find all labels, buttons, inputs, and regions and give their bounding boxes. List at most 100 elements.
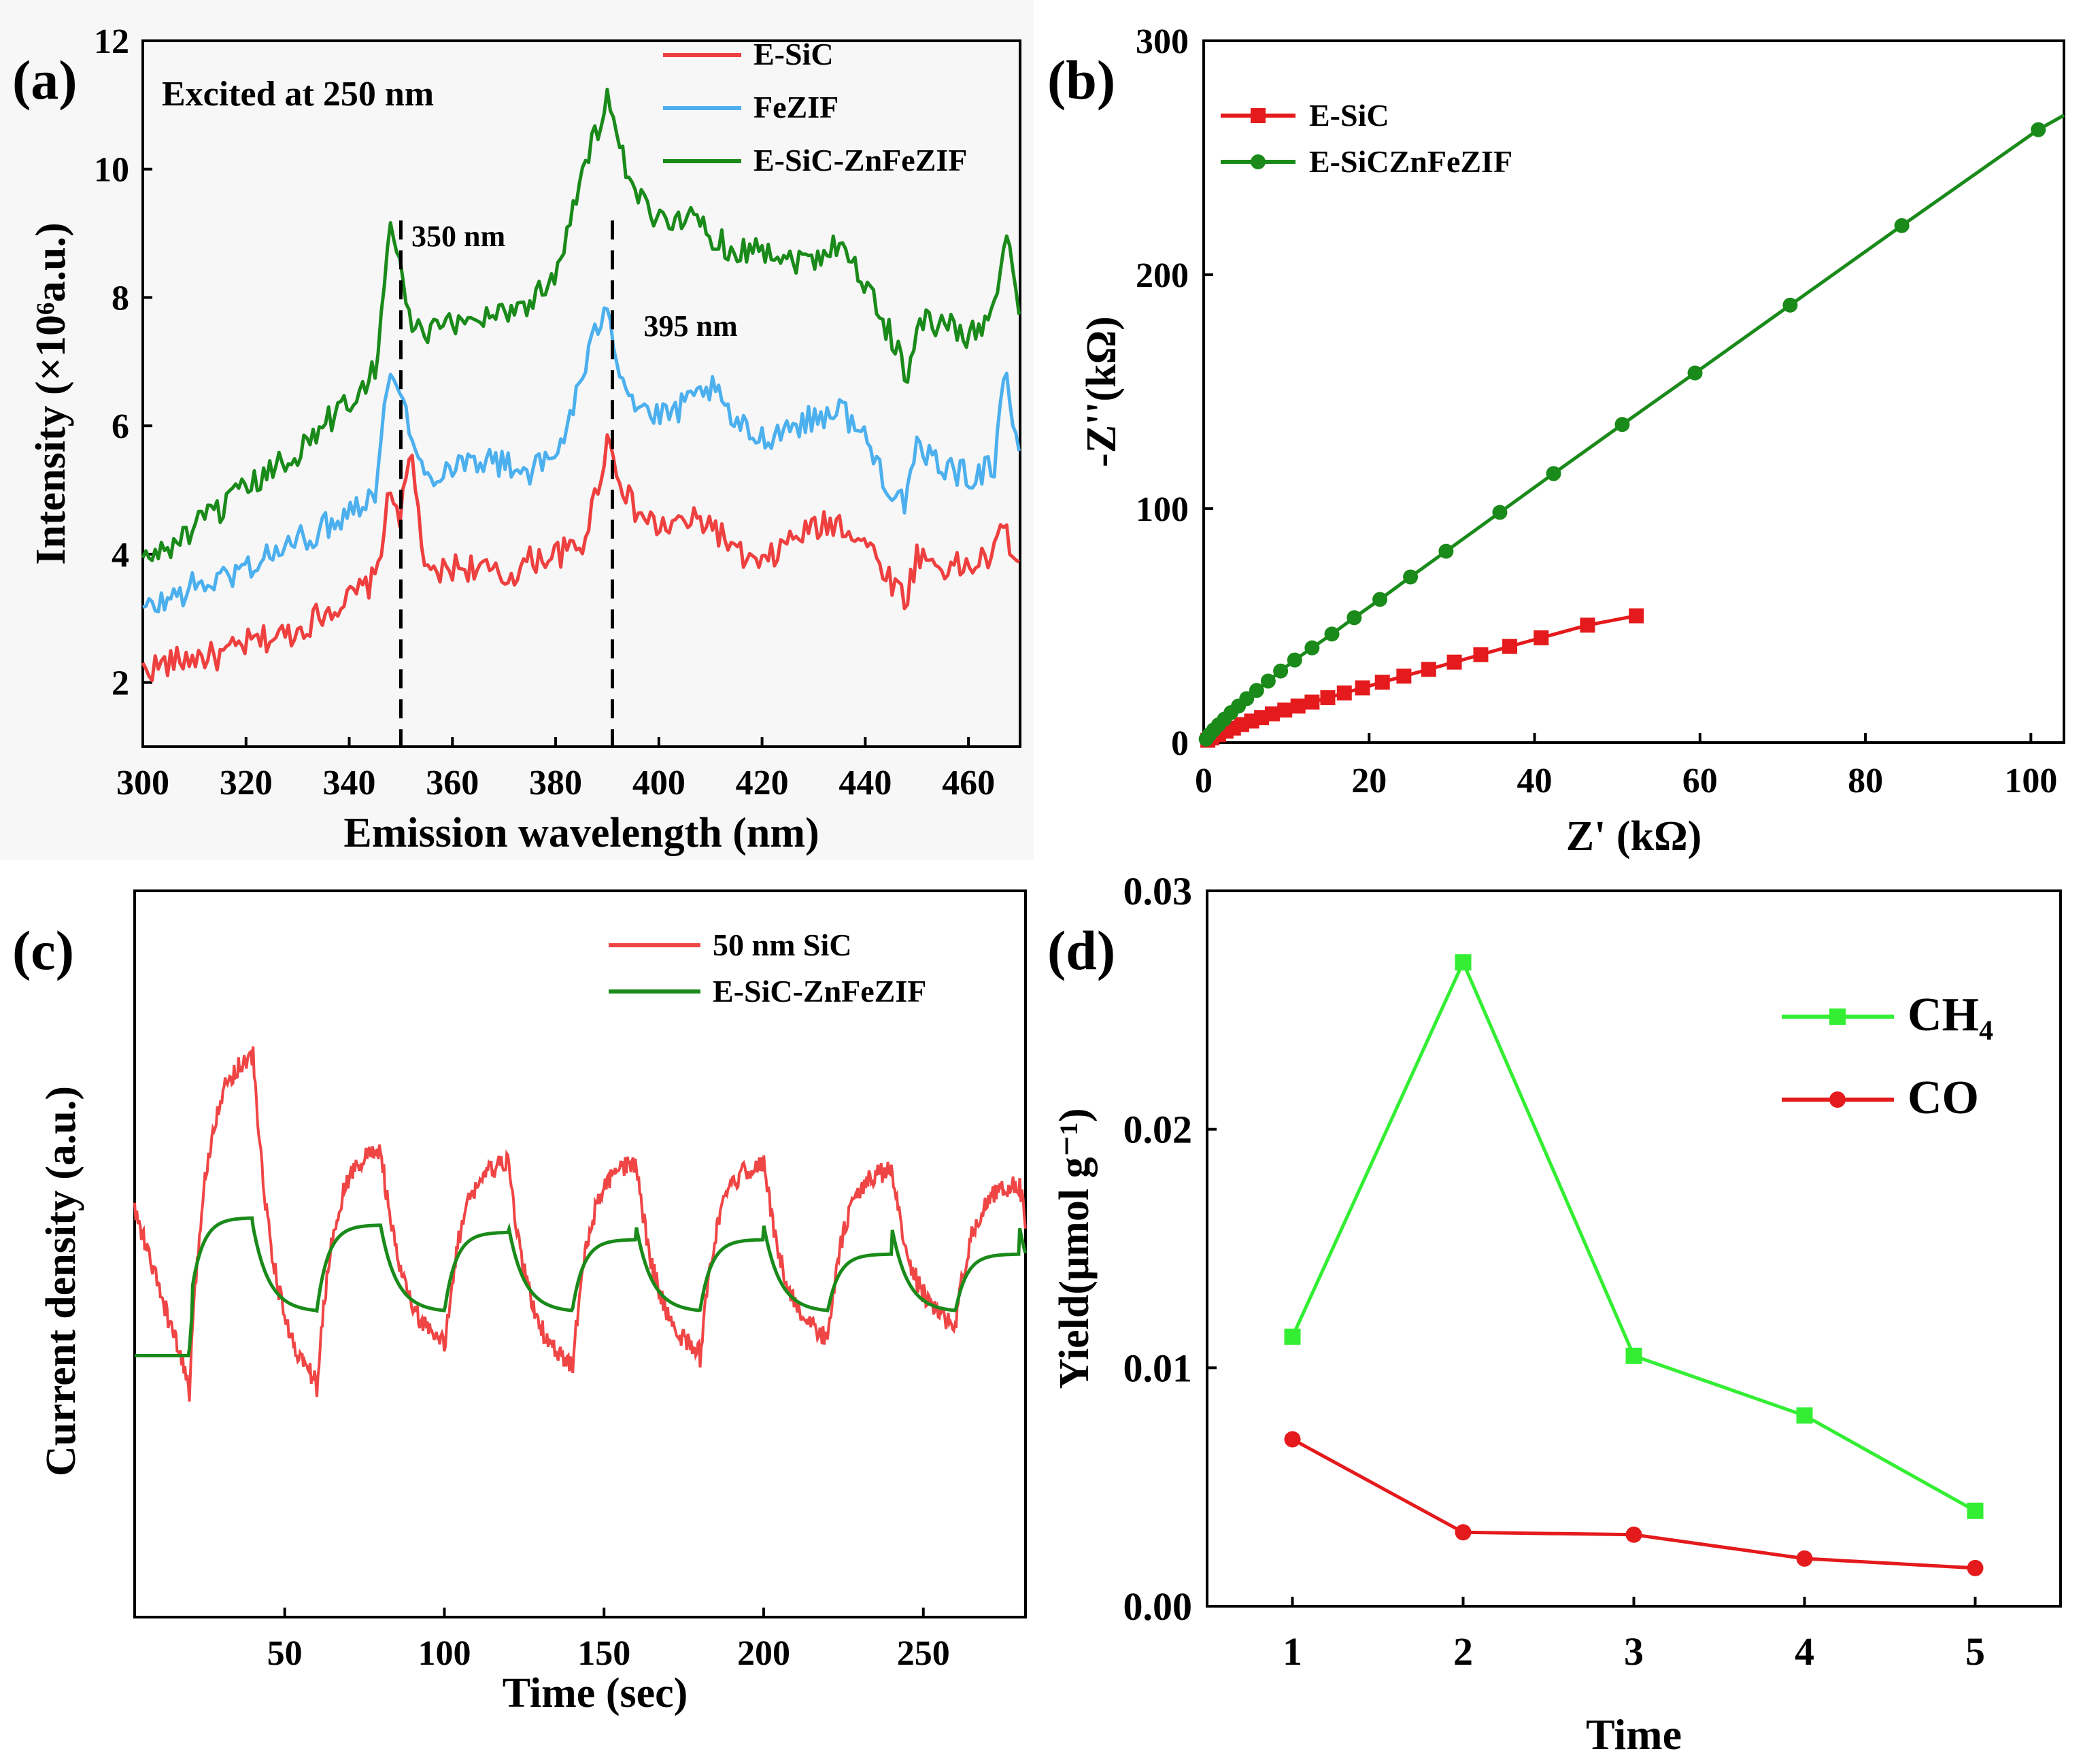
panel-b-point [1546,466,1561,481]
panel-b-legend-marker [1251,108,1266,123]
panel-b-point [1347,610,1362,626]
panel-b-point [1687,365,1703,381]
panel-b-point [1396,668,1412,684]
panel-a-xtick-label: 460 [942,764,995,802]
panel-b-point [1304,694,1320,710]
panel-a-tag: (a) [12,49,78,111]
panel-b-ytick-label: 200 [1136,256,1189,295]
panel-d-point [1796,1407,1813,1424]
panel-d-point [1284,1328,1301,1345]
panel-a-xlabel: Emission wavelength (nm) [343,810,819,856]
panel-c-series-50nm-SiC [133,1046,1027,1402]
panel-a-legend-label: FeZIF [753,90,839,124]
panel-b-xtick-label: 40 [1517,762,1553,800]
panel-c-legend-label: 50 nm SiC [713,928,851,962]
panel-b-point [1580,617,1595,633]
panel-a-xtick-label: 360 [426,764,479,802]
panel-b-point [1290,698,1306,714]
panel-c-xlabel: Time (sec) [503,1670,688,1716]
panel-b-point [1374,675,1390,690]
panel-b-series-E-SiCZnFeZIF [1204,114,2065,741]
panel-b-point [1239,691,1255,707]
panel-b-xtick-label: 100 [2004,762,2057,800]
panel-d-ytick-label: 0.01 [1123,1346,1193,1390]
panel-b-point [1287,652,1302,668]
panel-c-xtick-label: 150 [577,1634,630,1673]
panel-b-point [1324,626,1340,642]
panel-d-point [1455,1524,1472,1541]
panel-a-peak-label: 350 nm [411,220,505,253]
panel-d-legend-marker [1829,1091,1846,1108]
panel-b-legend-marker [1251,154,1266,169]
panel-d-legend-label: CH₄ [1908,989,1993,1041]
panel-b-point [1629,608,1644,624]
panel-b-xlabel: Z' (kΩ) [1566,813,1702,860]
panel-c-xtick-label: 50 [267,1634,303,1673]
panel-d-legend-marker [1829,1008,1846,1025]
panel-b-xtick-label: 60 [1682,762,1718,800]
panel-a-xtick-label: 380 [529,764,582,802]
panel-b-point [2031,122,2046,137]
panel-a-legend-label: E-SiC-ZnFeZIF [753,143,967,177]
panel-b-xtick-label: 0 [1195,762,1213,800]
panel-b-point [1446,654,1462,670]
panel-b-point [1273,663,1289,679]
panel-d-xtick-label: 4 [1795,1629,1814,1674]
panel-c-tag: (c) [12,919,74,981]
panel-b-point [1277,702,1293,718]
panel-a-ytick-label: 8 [112,279,129,318]
panel-c-xtick-label: 200 [737,1634,790,1673]
panel-a-ylabel: Intensity (×10⁶a.u.) [28,222,74,564]
panel-c-xtick-label: 250 [897,1634,950,1673]
panel-d-xtick-label: 5 [1965,1629,1985,1674]
panel-d-legend-label: CO [1908,1072,1979,1124]
panel-a-series-E-SiC-ZnFeZIF [141,88,1021,562]
panel-d-point [1967,1559,1984,1576]
panel-d-point [1284,1431,1301,1448]
panel-d-point [1625,1347,1642,1364]
panel-d-series-CO [1291,1438,1976,1570]
panel-a-xtick-label: 340 [323,764,376,802]
panel-b-point [1336,685,1352,701]
panel-d-tag: (d) [1047,919,1115,981]
panel-c-ylabel: Current density (a.u.) [38,1086,84,1476]
panel-d-series-CH₄ [1291,958,1976,1512]
panel-b-point [1372,592,1388,607]
panel-b-point [1249,683,1264,698]
panel-a-frame [141,39,1021,748]
panel-d-xlabel: Time [1586,1710,1682,1759]
panel-a-ytick-label: 12 [94,22,129,61]
panel-a-xtick-label: 320 [220,764,273,802]
panel-d-ytick-label: 0.00 [1123,1584,1193,1629]
panel-a-ytick-label: 4 [112,536,129,575]
panel-b-point [1304,640,1320,656]
panel-a-background [0,0,1034,860]
panel-b-frame [1202,39,2065,744]
panel-b-point [1260,673,1276,689]
panel-b-ytick-label: 100 [1136,490,1189,529]
panel-a-xtick-label: 400 [632,764,685,802]
panel-b-point [1894,218,1910,233]
panel-b-ytick-label: 300 [1136,22,1189,61]
panel-d-ylabel: Yield(μmol g⁻¹) [1051,1108,1098,1389]
panel-a-legend-label: E-SiC [753,37,834,71]
panel-b-point [1355,680,1370,696]
panel-b-tag: (b) [1047,49,1115,111]
panel-d-point [1455,954,1472,971]
panel-a-annotation: Excited at 250 nm [162,75,434,114]
panel-b-point [1492,505,1508,520]
panel-d-point [1796,1550,1813,1567]
panel-a-series-E-SiC [141,433,1020,683]
panel-c-xtick-label: 100 [418,1634,471,1673]
panel-d-ytick-label: 0.03 [1123,869,1193,913]
panel-a-xtick-label: 300 [116,764,169,802]
panel-b-point [1264,706,1280,722]
panel-b-point [1320,690,1336,705]
panel-b-ytick-label: 0 [1171,724,1189,763]
panel-b-legend-label: E-SiCZnFeZIF [1309,144,1512,179]
panel-d-point [1625,1526,1642,1543]
panel-d-point [1967,1502,1984,1519]
panel-a-ytick-label: 10 [94,151,129,190]
panel-a-ytick-label: 2 [112,664,129,703]
